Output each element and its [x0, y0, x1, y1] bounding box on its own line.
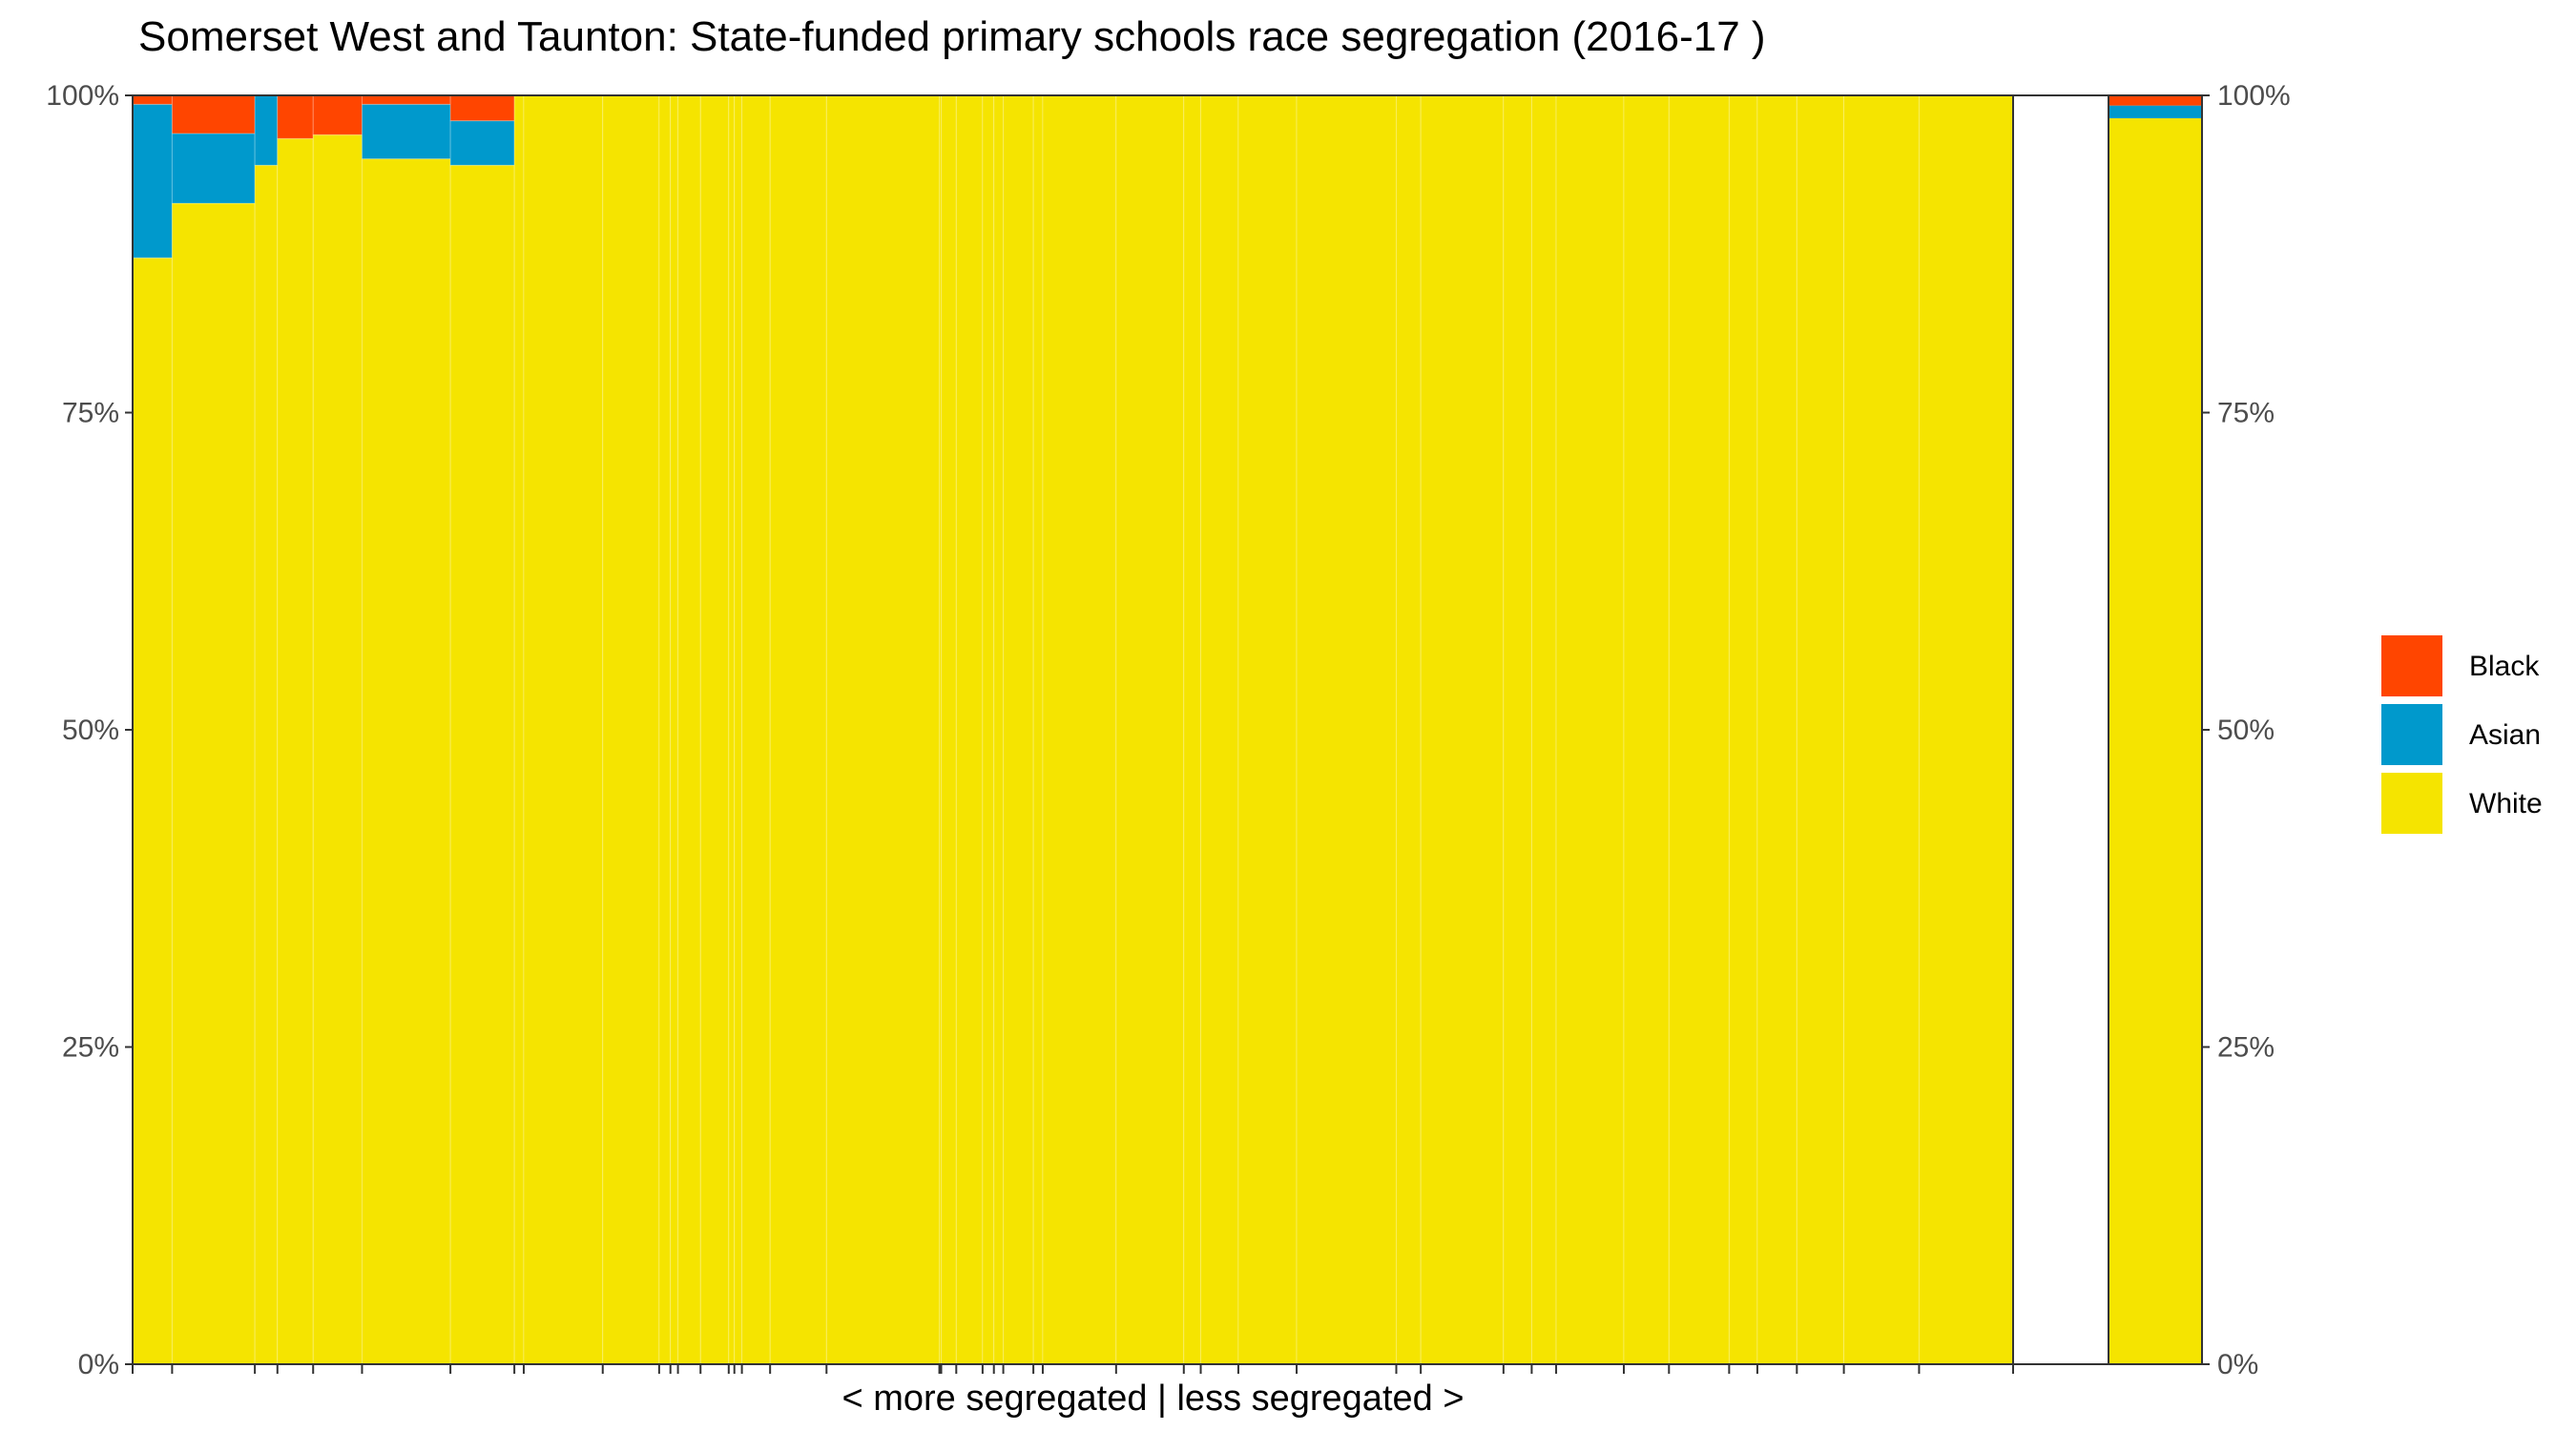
bar-segment-white-17: [769, 94, 827, 1365]
bar-segment-black-4: [312, 94, 363, 135]
bar-segment-white-26: [1042, 94, 1117, 1365]
bar-segment-white-0: [132, 257, 173, 1365]
x-axis-label: < more segregated | less segregated >: [841, 1379, 1464, 1419]
bar-segment-white-36: [1555, 94, 1625, 1365]
overall-bar-black: [2109, 95, 2202, 106]
y-axis-right: 0% 25% 50% 75% 100%: [2202, 80, 2291, 1380]
legend-label-white: White: [2469, 788, 2543, 819]
chart-title: Somerset West and Taunton: State-funded …: [138, 13, 1766, 60]
bar-segment-asian-0: [132, 103, 173, 259]
bar-segment-white-3: [277, 137, 314, 1365]
overall-bar-layer: [2109, 95, 2202, 1365]
bar-segment-white-41: [1796, 94, 1845, 1365]
bar-segment-black-0: [132, 94, 173, 105]
bar-segment-white-31: [1296, 94, 1398, 1365]
legend-swatch-asian: [2381, 704, 2442, 765]
y-tick-label-left: 25%: [62, 1032, 119, 1064]
bar-segment-white-14: [728, 94, 736, 1365]
bar-segment-black-5: [361, 94, 451, 105]
bar-segment-white-1: [171, 202, 256, 1365]
y-tick-label-right: 50%: [2217, 715, 2275, 746]
bar-segment-white-18: [825, 94, 941, 1365]
bar-segment-black-1: [171, 94, 256, 135]
bar-segment-white-40: [1756, 94, 1797, 1365]
y-tick-label-right: 75%: [2217, 398, 2275, 429]
y-tick-label-right: 100%: [2217, 80, 2291, 112]
y-axis-left: 0% 25% 50% 75% 100%: [46, 80, 133, 1380]
bar-segment-white-20: [941, 94, 957, 1365]
bar-segment-white-2: [254, 164, 279, 1365]
bar-segment-white-11: [670, 94, 679, 1365]
bar-segment-white-13: [699, 94, 730, 1365]
bar-segment-white-37: [1623, 94, 1670, 1365]
bar-segment-white-5: [361, 158, 451, 1365]
bar-segment-white-28: [1183, 94, 1202, 1365]
bar-segment-white-12: [677, 94, 701, 1365]
bar-segment-white-25: [1032, 94, 1044, 1365]
bar-segment-white-22: [982, 94, 995, 1365]
bar-segment-white-21: [955, 94, 984, 1365]
bar-segment-white-23: [993, 94, 1005, 1365]
y-tick-label-right: 0%: [2217, 1349, 2258, 1380]
bar-segment-white-6: [449, 164, 515, 1365]
bar-segment-white-10: [658, 94, 672, 1365]
bar-segment-asian-2: [254, 94, 279, 166]
bar-segment-asian-5: [361, 103, 451, 159]
bar-segment-white-35: [1530, 94, 1557, 1365]
y-tick-label-left: 100%: [46, 80, 119, 112]
bar-segment-black-3: [277, 94, 314, 139]
bar-segment-white-39: [1728, 94, 1758, 1365]
bar-segment-white-29: [1200, 94, 1239, 1365]
bar-segment-white-43: [1918, 94, 2014, 1365]
bar-segment-white-38: [1668, 94, 1730, 1365]
bars-layer: [132, 94, 2014, 1365]
bar-segment-white-7: [513, 94, 525, 1365]
gap-panel-border: [2012, 94, 2109, 1365]
bar-segment-white-15: [734, 94, 743, 1365]
bar-segment-black-6: [449, 94, 515, 122]
bar-segment-white-32: [1396, 94, 1422, 1365]
bar-segment-white-4: [312, 134, 363, 1365]
bar-segment-asian-6: [449, 120, 515, 166]
bar-segment-white-8: [523, 94, 604, 1365]
y-tick-label-right: 25%: [2217, 1032, 2275, 1064]
legend: Black Asian White: [2381, 635, 2543, 834]
overall-bar-asian: [2109, 105, 2202, 118]
bar-segment-white-27: [1115, 94, 1185, 1365]
bar-segment-white-42: [1843, 94, 1920, 1365]
y-tick-label-left: 0%: [78, 1349, 119, 1380]
legend-swatch-black: [2381, 635, 2442, 696]
bar-segment-white-30: [1237, 94, 1298, 1365]
bar-segment-white-33: [1420, 94, 1505, 1365]
y-tick-label-left: 75%: [62, 398, 119, 429]
legend-label-asian: Asian: [2469, 719, 2541, 751]
bar-segment-white-24: [1003, 94, 1034, 1365]
legend-swatch-white: [2381, 773, 2442, 834]
bar-segment-white-9: [602, 94, 660, 1365]
overall-bar-white: [2109, 117, 2202, 1365]
y-tick-label-left: 50%: [62, 715, 119, 746]
bar-segment-white-34: [1503, 94, 1532, 1365]
legend-label-black: Black: [2469, 651, 2540, 682]
bar-segment-asian-1: [171, 133, 256, 204]
x-axis: [132, 1364, 2014, 1374]
bar-segment-white-16: [741, 94, 771, 1365]
